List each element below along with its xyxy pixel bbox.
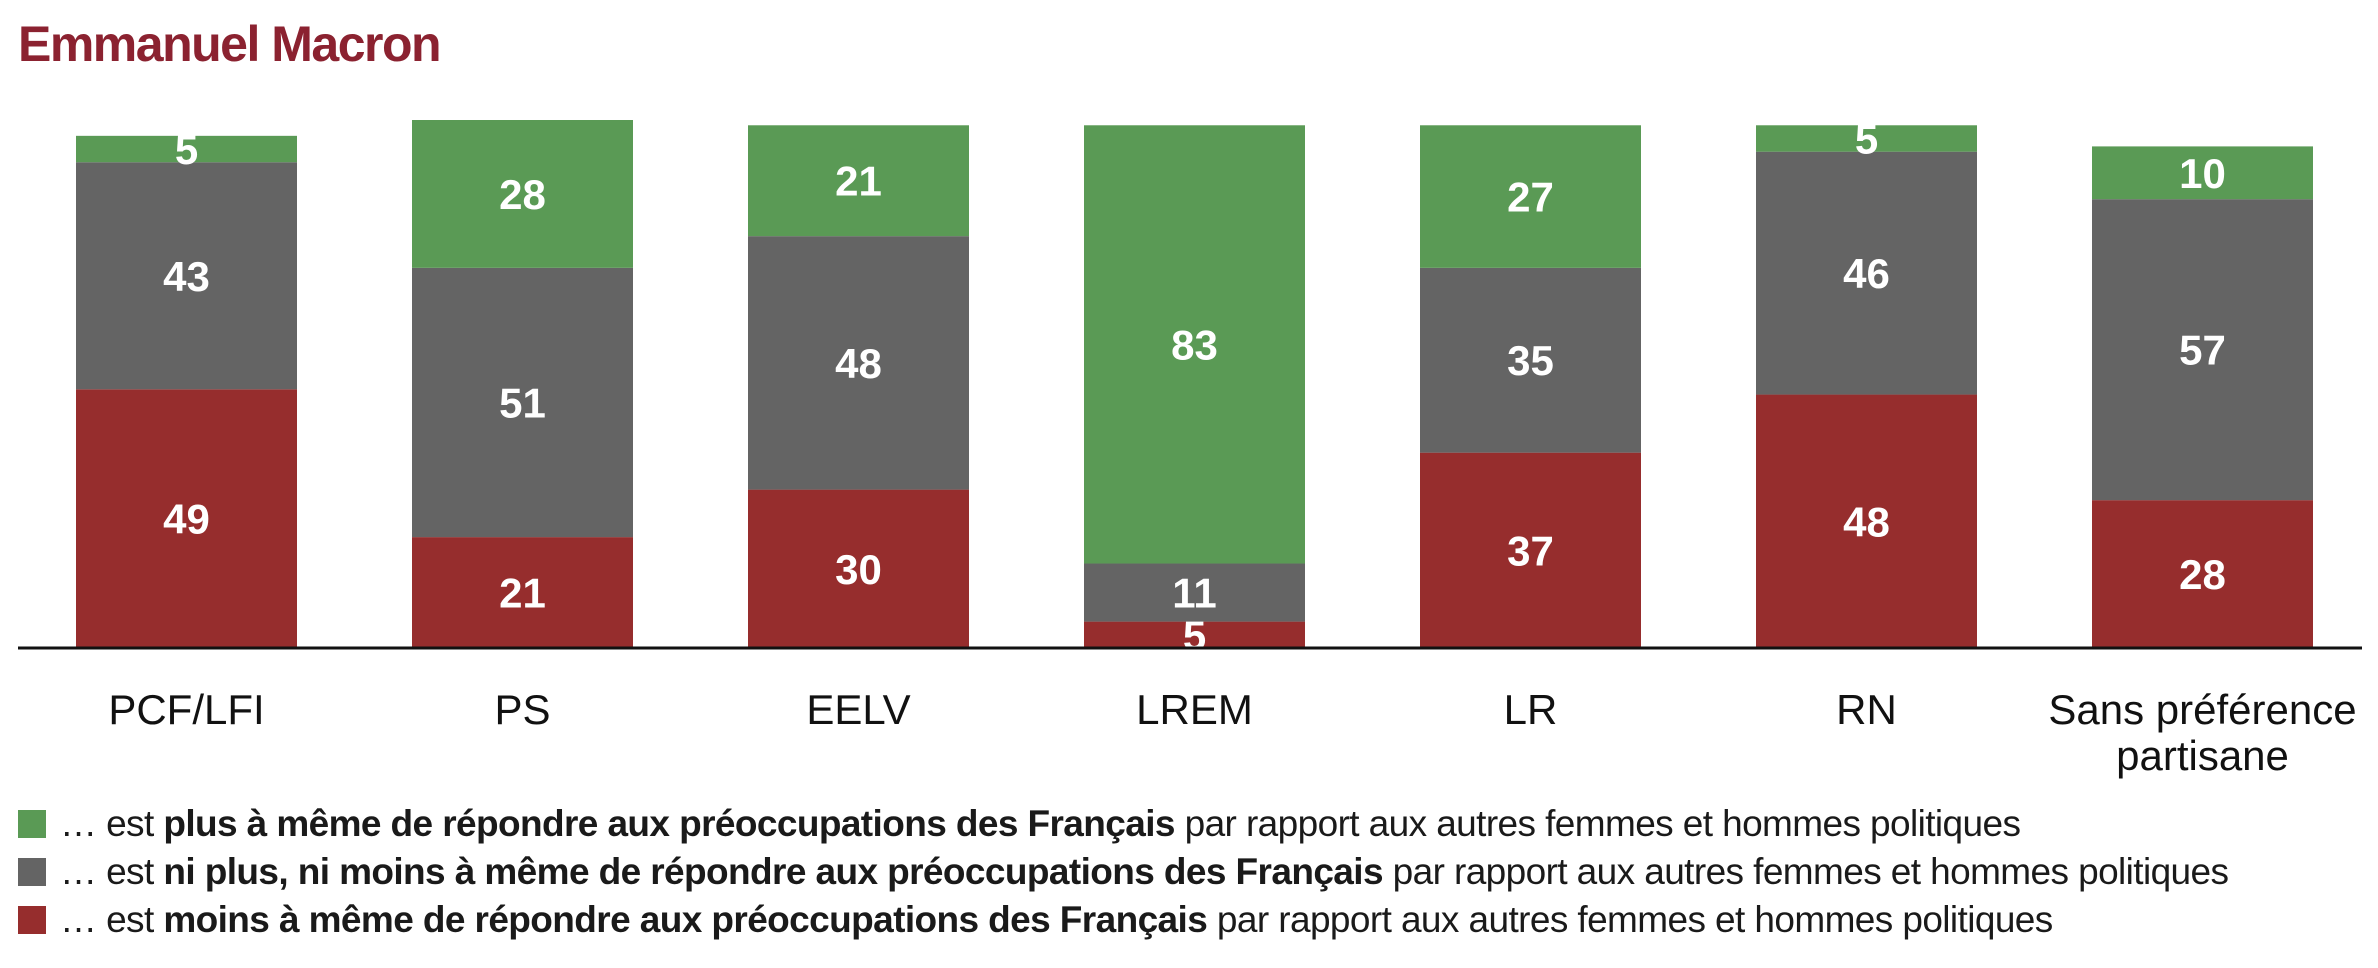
- data-label-green-ps: 28: [499, 171, 546, 218]
- legend-prefix: … est: [60, 899, 164, 940]
- bar-segment-red-eelv: [748, 489, 969, 648]
- bar-segment-gray-ps: [412, 267, 633, 538]
- legend-suffix: par rapport aux autres femmes et hommes …: [1382, 851, 2229, 892]
- category-label-pcf-lfi: PCF/LFI: [108, 686, 264, 733]
- data-label-green-sans-preference-partisane: 10: [2179, 150, 2226, 197]
- data-label-red-ps: 21: [499, 570, 546, 617]
- legend-item-neutral: … est ni plus, ni moins à même de répond…: [18, 848, 2358, 896]
- data-label-gray-pcf-lfi: 43: [163, 253, 210, 300]
- data-label-green-lrem: 83: [1171, 321, 1218, 368]
- bar-segment-green-eelv: [748, 125, 969, 237]
- data-label-green-eelv: 21: [835, 158, 882, 205]
- legend-swatch-gray: [18, 858, 46, 886]
- category-label-ps: PS: [494, 686, 550, 733]
- legend: … est plus à même de répondre aux préocc…: [18, 800, 2358, 944]
- bar-segment-red-pcf-lfi: [76, 389, 297, 648]
- data-label-gray-lrem: 11: [1172, 570, 1216, 617]
- bar-segment-green-ps: [412, 120, 633, 268]
- bar-segment-red-sans-preference-partisane: [2092, 500, 2313, 648]
- bar-segment-gray-rn: [1756, 151, 1977, 395]
- data-label-gray-rn: 46: [1843, 250, 1890, 297]
- data-label-red-pcf-lfi: 49: [163, 496, 210, 543]
- legend-suffix: par rapport aux autres femmes et hommes …: [1207, 899, 2053, 940]
- chart-title: Emmanuel Macron: [18, 16, 442, 72]
- bar-segment-green-pcf-lfi: [76, 135, 297, 163]
- data-label-green-pcf-lfi: 5: [175, 126, 198, 173]
- bar-segment-red-ps: [412, 537, 633, 648]
- legend-text-neutral: … est ni plus, ni moins à même de répond…: [60, 851, 2229, 893]
- bar-segment-gray-pcf-lfi: [76, 162, 297, 390]
- data-label-gray-lr: 35: [1507, 337, 1554, 384]
- bar-segment-gray-lr: [1420, 267, 1641, 453]
- data-label-gray-sans-preference-partisane: 57: [2179, 327, 2226, 374]
- bar-segment-green-lrem: [1084, 125, 1305, 564]
- legend-item-more: … est plus à même de répondre aux préocc…: [18, 800, 2358, 848]
- data-label-red-eelv: 30: [835, 546, 882, 593]
- bar-segment-gray-sans-preference-partisane: [2092, 199, 2313, 501]
- bar-segment-gray-lrem: [1084, 563, 1305, 622]
- data-label-red-sans-preference-partisane: 28: [2179, 551, 2226, 598]
- bar-segment-red-lrem: [1084, 621, 1305, 648]
- legend-prefix: … est: [60, 803, 164, 844]
- bar-segment-green-sans-preference-partisane: [2092, 146, 2313, 200]
- category-label-lrem: LREM: [1136, 686, 1253, 733]
- stacked-bar-chart: 494352151283048215118337352748465285710 …: [18, 115, 2362, 779]
- category-label-sans-preference-partisane: Sans préférence partisane: [2048, 686, 2356, 779]
- legend-bold: moins à même de répondre aux préoccupati…: [163, 899, 1208, 940]
- bar-segment-red-lr: [1420, 452, 1641, 648]
- category-labels: PCF/LFI PS EELV LREM LR RN Sans préférence part…: [108, 686, 2356, 779]
- legend-text-more: … est plus à même de répondre aux préocc…: [60, 803, 2021, 845]
- data-label-red-lr: 37: [1507, 527, 1554, 574]
- legend-bold: plus à même de répondre aux préoccupatio…: [163, 803, 1175, 844]
- data-label-gray-ps: 51: [499, 379, 546, 426]
- data-label-green-lr: 27: [1507, 174, 1554, 221]
- bar-segment-gray-eelv: [748, 236, 969, 490]
- category-label-eelv: EELV: [806, 686, 910, 733]
- category-label-lr: LR: [1504, 686, 1558, 733]
- category-label-rn: RN: [1836, 686, 1897, 733]
- legend-suffix: par rapport aux autres femmes et hommes …: [1174, 803, 2021, 844]
- bar-segment-red-rn: [1756, 394, 1977, 648]
- legend-text-less: … est moins à même de répondre aux préoc…: [60, 899, 2053, 941]
- legend-prefix: … est: [60, 851, 164, 892]
- data-label-gray-eelv: 48: [835, 340, 882, 387]
- legend-swatch-green: [18, 810, 46, 838]
- legend-item-less: … est moins à même de répondre aux préoc…: [18, 896, 2358, 944]
- legend-swatch-red: [18, 906, 46, 934]
- data-label-green-rn: 5: [1855, 115, 1878, 162]
- data-label-red-rn: 48: [1843, 498, 1890, 545]
- bar-segment-green-lr: [1420, 125, 1641, 268]
- bar-segment-green-rn: [1756, 125, 1977, 152]
- legend-bold: ni plus, ni moins à même de répondre aux…: [163, 851, 1383, 892]
